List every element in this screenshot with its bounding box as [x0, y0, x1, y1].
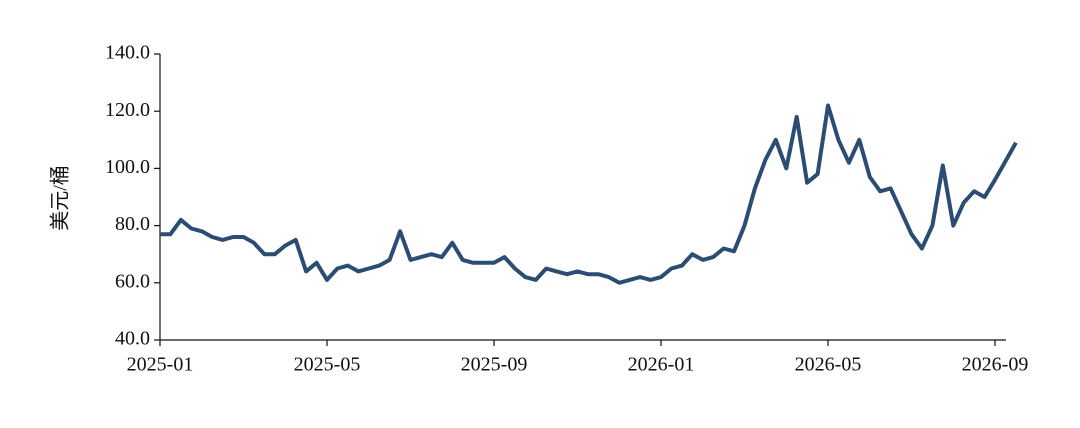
y-tick-label: 80.0 [115, 213, 150, 235]
y-tick-label: 40.0 [115, 328, 150, 350]
x-tick-label: 2026-09 [962, 354, 1029, 376]
x-tick-label: 2026-01 [628, 354, 695, 376]
y-axis-label: 美元/桶 [49, 165, 72, 231]
x-tick-label: 2026-05 [795, 354, 862, 376]
price-line [160, 103, 1018, 285]
x-tick-label: 2025-01 [127, 354, 194, 376]
y-tick-label: 100.0 [105, 156, 150, 178]
y-tick-label: 60.0 [115, 270, 150, 292]
y-tick-label: 120.0 [105, 99, 150, 121]
x-tick-label: 2025-09 [461, 354, 528, 376]
y-tick-label: 140.0 [105, 42, 150, 64]
x-tick-label: 2025-05 [294, 354, 361, 376]
